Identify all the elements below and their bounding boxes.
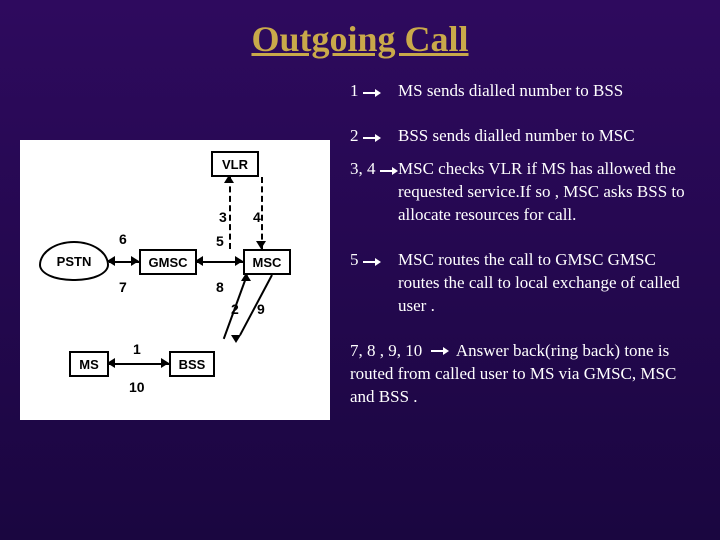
step-5-text: MSC routes the call to GMSC GMSC routes …: [398, 249, 700, 318]
step-34: 3, 4 MSC checks VLR if MS has allowed th…: [350, 158, 700, 227]
arrow-7: [131, 256, 139, 266]
arrow-icon: [431, 340, 449, 363]
arrow-9: [231, 335, 241, 343]
label-8: 8: [216, 279, 224, 295]
step-2: 2 BSS sends dialled number to MSC: [350, 125, 700, 150]
node-gmsc: GMSC: [139, 249, 197, 275]
arrow-5: [195, 256, 203, 266]
arrow-10: [107, 358, 115, 368]
network-diagram: VLR PSTN GMSC MSC MS BSS: [20, 140, 330, 420]
step-2-text: BSS sends dialled number to MSC: [398, 125, 700, 150]
arrow-6: [107, 256, 115, 266]
label-6: 6: [119, 231, 127, 247]
edge-ms-bss: [109, 363, 169, 365]
node-bss: BSS: [169, 351, 215, 377]
label-5: 5: [216, 233, 224, 249]
node-ms: MS: [69, 351, 109, 377]
label-4: 4: [253, 209, 261, 225]
label-3: 3: [219, 209, 227, 225]
diagram-column: VLR PSTN GMSC MSC MS BSS: [20, 80, 330, 420]
label-7: 7: [119, 279, 127, 295]
steps-column: 1 MS sends dialled number to BSS 2 BSS s…: [330, 80, 700, 420]
label-10: 10: [129, 379, 145, 395]
step-5-num: 5: [350, 249, 398, 318]
node-vlr: VLR: [211, 151, 259, 177]
arrow-2: [241, 273, 251, 281]
arrow-icon: [363, 82, 381, 105]
step-1-text: MS sends dialled number to BSS: [398, 80, 700, 105]
step-1-num: 1: [350, 80, 398, 105]
step-final-prefix: 7, 8 , 9, 10: [350, 341, 422, 360]
step-5: 5 MSC routes the call to GMSC GMSC route…: [350, 249, 700, 318]
arrow-icon: [363, 127, 381, 150]
arrow-3-up: [224, 175, 234, 183]
arrow-4-down: [256, 241, 266, 249]
label-1: 1: [133, 341, 141, 357]
step-34-text: MSC checks VLR if MS has allowed the req…: [398, 158, 700, 227]
arrow-8: [235, 256, 243, 266]
arrow-icon: [363, 251, 381, 274]
node-msc: MSC: [243, 249, 291, 275]
arrow-1: [161, 358, 169, 368]
step-34-num: 3, 4: [350, 158, 398, 227]
edge-vlr-msc-3: [229, 177, 231, 249]
step-2-num: 2: [350, 125, 398, 150]
label-9: 9: [257, 301, 265, 317]
label-2: 2: [231, 301, 239, 317]
node-pstn: PSTN: [39, 241, 109, 281]
step-final: 7, 8 , 9, 10 Answer back(ring back) tone…: [350, 340, 700, 409]
arrow-icon: [380, 160, 398, 183]
content-area: VLR PSTN GMSC MSC MS BSS: [0, 70, 720, 420]
edge-vlr-msc-4: [261, 177, 263, 249]
step-1: 1 MS sends dialled number to BSS: [350, 80, 700, 105]
slide-title: Outgoing Call: [0, 0, 720, 70]
